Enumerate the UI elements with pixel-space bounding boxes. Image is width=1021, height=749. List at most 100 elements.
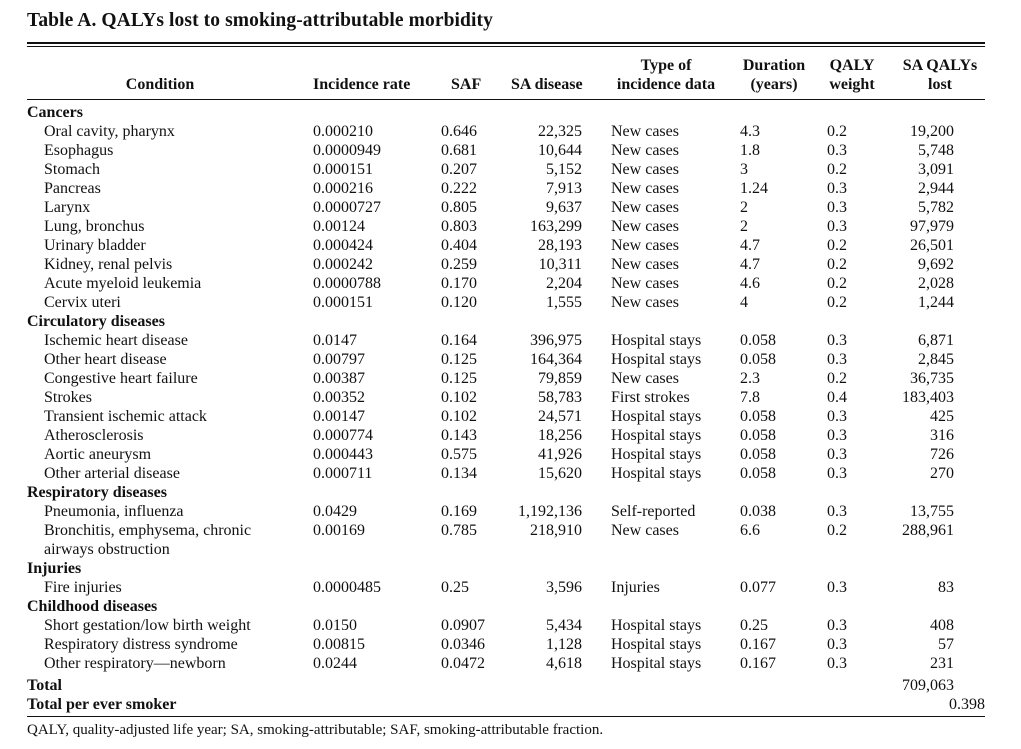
incidence-rate-cell: 0.00124	[313, 218, 365, 235]
incidence-type-cell: Hospital stays	[611, 636, 702, 653]
sa-disease-cell: 7,913	[546, 180, 582, 197]
incidence-rate-cell: 0.000443	[313, 446, 373, 463]
incidence-rate-cell: 0.000210	[313, 123, 373, 140]
incidence-type-cell: Hospital stays	[611, 408, 702, 425]
total-per-smoker-value: 0.398	[949, 696, 985, 713]
saf-cell: 0.222	[441, 180, 477, 197]
condition-cell: Fire injuries	[44, 579, 122, 596]
incidence-rate-cell: 0.000424	[313, 237, 373, 254]
duration-cell: 0.058	[740, 351, 776, 368]
header-type-of-incidence: Type of incidence data	[603, 54, 729, 94]
header-saf-label: SAF	[451, 76, 482, 93]
table-row: Transient ischemic attack 0.00147 0.102 24,…	[0, 407, 1021, 426]
qalys-lost-cell: 425	[930, 408, 954, 425]
sa-disease-cell: 163,299	[530, 218, 582, 235]
total-value: 709,063	[902, 677, 954, 694]
saf-cell: 0.134	[441, 465, 477, 482]
qaly-weight-cell: 0.3	[827, 617, 847, 634]
header-duration-line2: (years)	[750, 76, 798, 93]
sa-disease-cell: 1,192,136	[518, 503, 582, 520]
sa-disease-cell: 218,910	[530, 522, 582, 539]
incidence-type-cell: New cases	[611, 199, 679, 216]
total-label: Total	[27, 677, 62, 694]
qaly-weight-cell: 0.3	[827, 446, 847, 463]
qalys-lost-cell: 97,979	[910, 218, 954, 235]
condition-cell: Larynx	[44, 199, 91, 216]
condition-cell: Strokes	[44, 389, 92, 406]
duration-cell: 0.077	[740, 579, 776, 596]
saf-cell: 0.681	[441, 142, 477, 159]
qalys-lost-cell: 270	[930, 465, 954, 482]
saf-cell: 0.805	[441, 199, 477, 216]
qaly-weight-cell: 0.2	[827, 237, 847, 254]
sa-disease-cell: 79,859	[538, 370, 582, 387]
qaly-weight-cell: 0.2	[827, 522, 847, 539]
condition-cell: Stomach	[44, 161, 100, 178]
saf-cell: 0.0907	[441, 617, 485, 634]
incidence-rate-cell: 0.0147	[313, 332, 357, 349]
incidence-type-cell: New cases	[611, 180, 679, 197]
duration-cell: 0.167	[740, 636, 776, 653]
incidence-rate-cell: 0.000711	[313, 465, 373, 482]
duration-cell: 1.24	[740, 180, 768, 197]
qalys-lost-cell: 13,755	[910, 503, 954, 520]
table-row: Other arterial disease 0.000711 0.134 15,62…	[0, 464, 1021, 483]
qaly-weight-cell: 0.3	[827, 579, 847, 596]
incidence-rate-cell: 0.0000788	[313, 275, 381, 292]
sa-disease-cell: 41,926	[538, 446, 582, 463]
category-row: Circulatory diseases	[0, 312, 1021, 331]
incidence-type-cell: Injuries	[611, 579, 660, 596]
qalys-lost-cell: 408	[930, 617, 954, 634]
incidence-rate-cell: 0.000151	[313, 161, 373, 178]
incidence-type-cell: Hospital stays	[611, 427, 702, 444]
qaly-weight-cell: 0.3	[827, 351, 847, 368]
table-row: Other respiratory—newborn 0.0244 0.0472 4,6…	[0, 654, 1021, 673]
table-row: Ischemic heart disease 0.0147 0.164 396,975…	[0, 331, 1021, 350]
table-row: Congestive heart failure 0.00387 0.125 79,8…	[0, 369, 1021, 388]
qaly-weight-cell: 0.2	[827, 370, 847, 387]
sa-disease-cell: 18,256	[538, 427, 582, 444]
duration-cell: 4	[740, 294, 748, 311]
top-rule-thin	[27, 46, 985, 47]
qalys-lost-cell: 316	[930, 427, 954, 444]
incidence-rate-cell: 0.00387	[313, 370, 365, 387]
table-row: Bronchitis, emphysema, chronic 0.00169 0.7…	[0, 521, 1021, 540]
incidence-type-cell: Hospital stays	[611, 446, 702, 463]
top-rule	[27, 42, 985, 44]
condition-cell: Other respiratory—newborn	[44, 655, 226, 672]
qaly-weight-cell: 0.3	[827, 218, 847, 235]
incidence-rate-cell: 0.0150	[313, 617, 357, 634]
qalys-lost-cell: 1,244	[918, 294, 954, 311]
category-row: Respiratory diseases	[0, 483, 1021, 502]
saf-cell: 0.125	[441, 351, 477, 368]
duration-cell: 4.6	[740, 275, 760, 292]
qaly-weight-cell: 0.4	[827, 389, 847, 406]
qalys-lost-cell: 3,091	[918, 161, 954, 178]
sa-disease-cell: 24,571	[538, 408, 582, 425]
category-row: Cancers	[0, 103, 1021, 122]
category-label: Respiratory diseases	[27, 484, 167, 501]
footnote: QALY, quality-adjusted life year; SA, sm…	[27, 722, 604, 738]
incidence-type-cell: New cases	[611, 522, 679, 539]
sa-disease-cell: 5,152	[546, 161, 582, 178]
table-row: Kidney, renal pelvis 0.000242 0.259 10,311 N…	[0, 255, 1021, 274]
incidence-rate-cell: 0.0244	[313, 655, 357, 672]
saf-cell: 0.170	[441, 275, 477, 292]
table-row: Respiratory distress syndrome 0.00815 0.03…	[0, 635, 1021, 654]
qaly-weight-cell: 0.3	[827, 465, 847, 482]
sa-disease-cell: 22,325	[538, 123, 582, 140]
incidence-type-cell: Hospital stays	[611, 465, 702, 482]
qaly-weight-cell: 0.2	[827, 123, 847, 140]
header-lost-line2: lost	[928, 76, 952, 93]
condition-cell: Transient ischemic attack	[44, 408, 207, 425]
category-row: Childhood diseases	[0, 597, 1021, 616]
qalys-lost-cell: 5,748	[918, 142, 954, 159]
qalys-lost-cell: 231	[930, 655, 954, 672]
qaly-weight-cell: 0.3	[827, 332, 847, 349]
header-type-line2: incidence data	[616, 76, 716, 93]
header-qaly-weight: QALY weight	[818, 54, 886, 94]
duration-cell: 0.058	[740, 446, 776, 463]
qalys-lost-cell: 19,200	[910, 123, 954, 140]
sa-disease-cell: 9,637	[546, 199, 582, 216]
